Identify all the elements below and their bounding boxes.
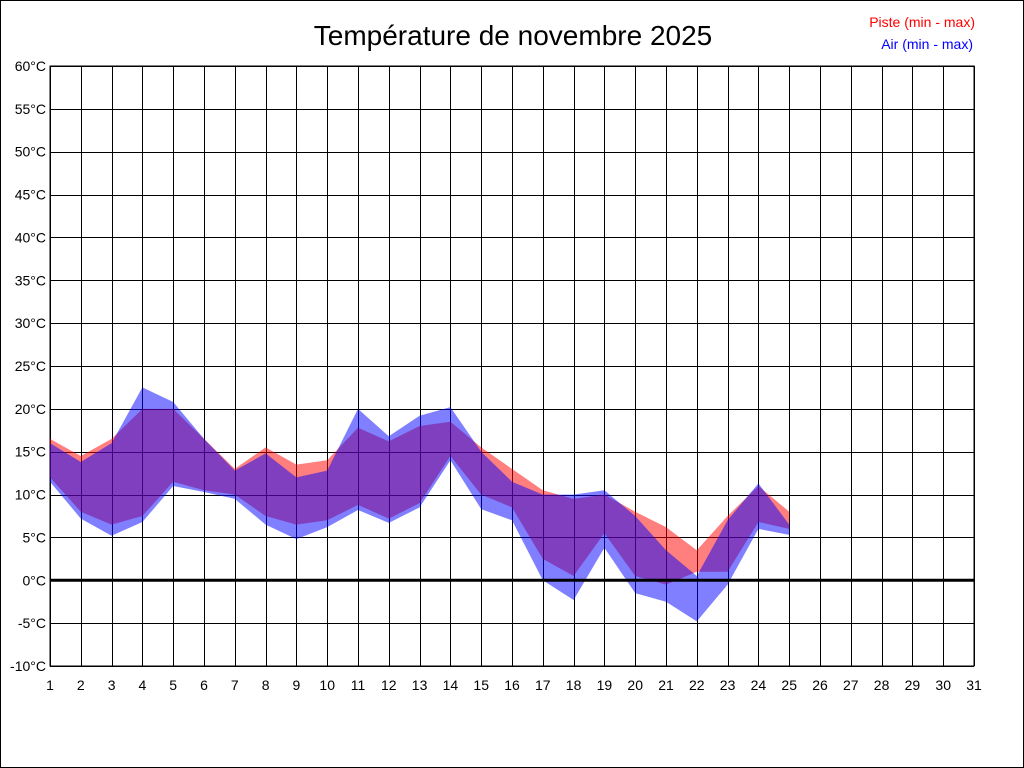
y-tick-label: 40°C [15,229,46,245]
x-tick-label: 27 [843,677,859,693]
x-tick-label: 1 [46,677,54,693]
series-area-air [50,387,790,622]
y-tick-label: 10°C [15,487,46,503]
y-tick-label: -5°C [18,615,46,631]
y-axis: 60°C 55°C 50°C 45°C 40°C 35°C 30°C 25°C 20°C 15°C… [10,58,46,674]
y-tick-label: 50°C [15,144,46,160]
x-tick-label: 10 [319,677,335,693]
x-tick-label: 19 [597,677,613,693]
x-tick-label: 9 [293,677,301,693]
x-tick-label: 2 [77,677,85,693]
x-tick-label: 18 [566,677,582,693]
legend-entry-air: Air (min - max) [881,36,973,52]
x-tick-label: 22 [689,677,705,693]
x-tick-label: 21 [658,677,674,693]
y-tick-label: 55°C [15,101,46,117]
x-tick-label: 24 [751,677,767,693]
y-tick-label: 0°C [23,572,47,588]
x-tick-label: 12 [381,677,397,693]
x-tick-label: 30 [935,677,951,693]
series-areas [50,387,790,622]
x-tick-label: 8 [262,677,270,693]
x-tick-label: 31 [966,677,982,693]
y-tick-label: 60°C [15,58,46,74]
y-tick-label: 45°C [15,187,46,203]
x-tick-label: 6 [200,677,208,693]
x-tick-label: 17 [535,677,551,693]
x-tick-label: 26 [812,677,828,693]
y-tick-label: 25°C [15,358,46,374]
y-tick-label: 30°C [15,315,46,331]
x-tick-label: 16 [504,677,520,693]
x-tick-label: 11 [351,677,366,693]
y-tick-label: 20°C [15,401,46,417]
y-tick-label: 5°C [23,529,47,545]
y-tick-label: -10°C [10,658,46,674]
x-tick-label: 23 [720,677,736,693]
x-tick-label: 3 [108,677,116,693]
y-tick-label: 15°C [15,444,46,460]
y-tick-label: 35°C [15,272,46,288]
x-tick-label: 13 [412,677,428,693]
x-tick-label: 15 [473,677,489,693]
x-tick-label: 7 [231,677,239,693]
x-tick-label: 4 [139,677,147,693]
x-tick-label: 25 [781,677,797,693]
legend-entry-piste: Piste (min - max) [869,14,975,30]
x-tick-label: 20 [627,677,643,693]
chart-title: Température de novembre 2025 [314,20,712,51]
legend: Piste (min - max) Air (min - max) [869,14,975,52]
x-tick-label: 5 [169,677,177,693]
x-tick-label: 14 [443,677,459,693]
x-tick-label: 29 [905,677,921,693]
x-axis: 1 2 3 4 5 6 7 8 9 10 11 12 13 14 15 16 17 18 19 20 21 22 23 24 2… [46,677,982,693]
x-tick-label: 28 [874,677,890,693]
